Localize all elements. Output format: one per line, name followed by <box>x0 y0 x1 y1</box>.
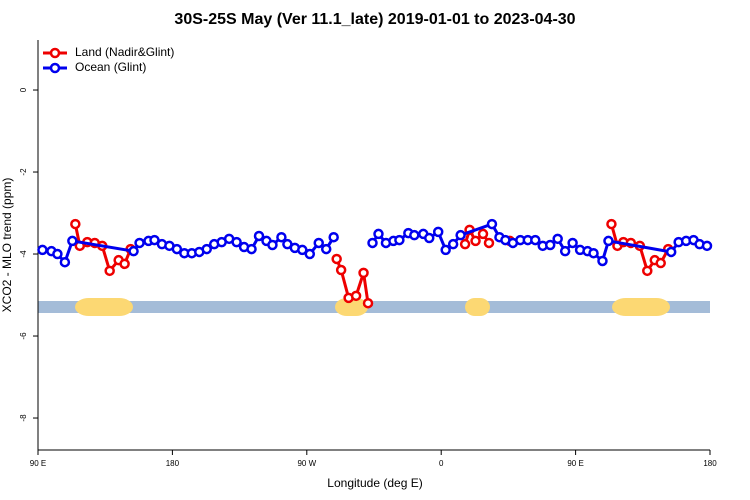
ocean-strip <box>38 301 710 313</box>
point <box>655 257 666 269</box>
point <box>149 234 160 246</box>
chart-title: 30S-25S May (Ver 11.1_late) 2019-01-01 t… <box>174 11 575 28</box>
y-tick-label: -6 <box>19 332 28 340</box>
point <box>424 232 435 244</box>
land-strip <box>465 298 490 316</box>
point <box>231 236 242 248</box>
point <box>358 267 369 279</box>
point <box>432 226 444 238</box>
land-strip <box>75 298 133 316</box>
y-axis-label: XCO2 - MLO trend (ppm) <box>0 178 14 313</box>
point <box>373 228 384 240</box>
point <box>459 238 471 250</box>
y-tick-label: -8 <box>19 414 28 422</box>
point <box>559 245 571 257</box>
point <box>70 218 81 230</box>
legend-marker <box>49 47 61 59</box>
point <box>544 239 556 251</box>
point <box>59 256 71 268</box>
point <box>246 243 257 255</box>
y-tick-label: 0 <box>19 87 28 92</box>
point <box>313 237 324 249</box>
x-axis-label: Longitude (deg E) <box>327 476 422 490</box>
point <box>470 235 481 247</box>
point <box>331 253 342 265</box>
point <box>567 237 578 249</box>
point <box>603 235 614 247</box>
land-strip <box>335 298 368 316</box>
point <box>486 218 498 230</box>
point <box>134 237 145 249</box>
point <box>409 229 420 241</box>
point <box>297 244 308 256</box>
x-tick-label: 90 E <box>30 459 46 468</box>
point <box>276 231 287 243</box>
land-strip <box>612 298 670 316</box>
point <box>483 237 495 249</box>
point <box>606 218 617 230</box>
point <box>552 233 563 245</box>
legend-marker <box>49 62 61 74</box>
point <box>128 245 139 257</box>
point <box>304 248 316 260</box>
point <box>588 247 599 259</box>
point <box>701 240 713 252</box>
point <box>171 243 183 255</box>
x-tick-label: 90 E <box>567 459 583 468</box>
point <box>67 235 78 247</box>
point <box>642 265 653 277</box>
point <box>530 234 541 246</box>
point <box>320 243 332 255</box>
point <box>447 238 459 250</box>
legend-label: Land (Nadir&Glint) <box>75 45 174 59</box>
legend-label: Ocean (Glint) <box>75 60 146 74</box>
point <box>119 258 130 270</box>
point <box>267 239 278 251</box>
point <box>201 243 212 255</box>
point <box>440 244 451 256</box>
surface-band <box>38 298 710 316</box>
point <box>665 246 677 258</box>
series-line <box>73 223 670 304</box>
point <box>350 290 362 302</box>
point <box>362 297 374 309</box>
point <box>367 237 378 249</box>
x-tick-label: 180 <box>166 459 180 468</box>
x-tick-label: 180 <box>703 459 717 468</box>
x-tick-label: 90 W <box>297 459 316 468</box>
point <box>597 255 608 267</box>
point <box>394 234 405 246</box>
y-tick-label: -2 <box>19 168 28 176</box>
point <box>37 244 48 256</box>
point <box>335 264 347 276</box>
point <box>104 265 115 277</box>
point <box>455 229 466 241</box>
point <box>52 248 63 260</box>
point <box>253 230 265 242</box>
x-tick-label: 0 <box>439 459 444 468</box>
point <box>477 228 489 240</box>
point <box>328 231 339 243</box>
y-tick-label: -4 <box>19 250 28 258</box>
